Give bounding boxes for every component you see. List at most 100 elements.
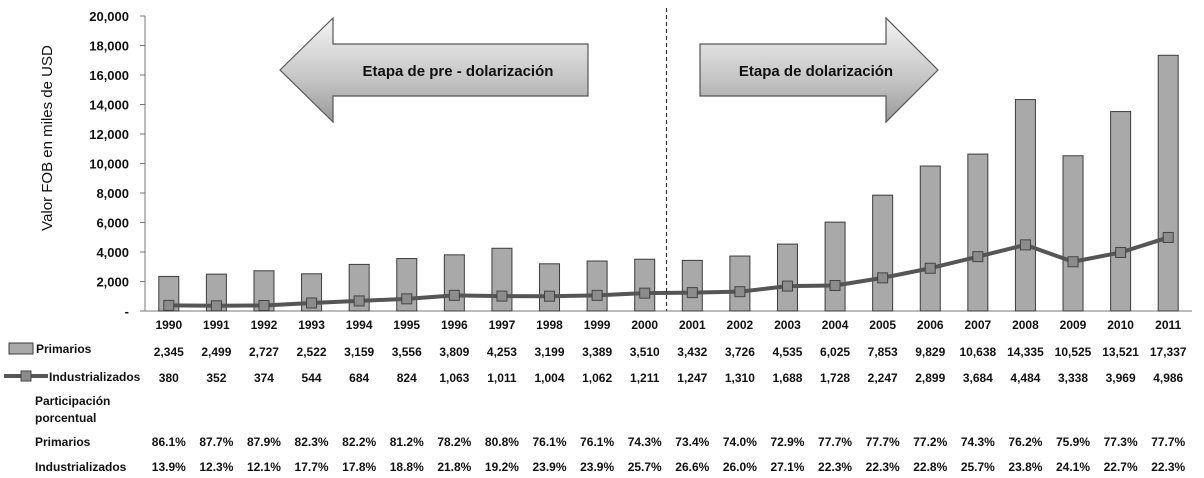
share-primarios: 87.7% — [199, 435, 233, 449]
marker-industrializados — [734, 286, 746, 298]
annotation-dol-label: Etapa de dolarización — [739, 63, 893, 80]
value-primarios: 2,522 — [297, 345, 327, 359]
share-industrializados: 18.8% — [390, 460, 424, 474]
share-industrializados: 24.1% — [1056, 460, 1090, 474]
share-primarios: 77.3% — [1104, 435, 1138, 449]
bars-primarios — [158, 54, 1179, 312]
bar-primarios — [681, 259, 703, 312]
share-primarios: 82.2% — [342, 435, 376, 449]
marker-industrializados — [1115, 246, 1127, 258]
value-industrializados: 544 — [302, 371, 322, 385]
bar-primarios — [443, 254, 465, 312]
data-row-industrializados: 380 352 374 544 684 824 1,063 1,011 1,004 1,062 1,… — [159, 371, 1184, 385]
value-industrializados: 380 — [159, 371, 179, 385]
value-primarios: 3,726 — [725, 345, 755, 359]
value-primarios: 3,199 — [535, 345, 565, 359]
share-primarios: 75.9% — [1056, 435, 1090, 449]
bar-primarios — [1110, 111, 1132, 312]
y-axis: - 2,000 4,000 6,000 8,000 10,000 12,000 14,000 1… — [39, 9, 146, 319]
share-industrializados: 22.3% — [1151, 460, 1185, 474]
marker-industrializados — [306, 297, 318, 309]
marker-industrializados — [496, 290, 508, 302]
value-industrializados: 684 — [349, 371, 369, 385]
value-primarios: 3,159 — [344, 345, 374, 359]
bar-primarios — [539, 263, 561, 312]
marker-industrializados — [1162, 231, 1174, 243]
share-industrializados: 22.8% — [913, 460, 947, 474]
x-tick-label: 1991 — [203, 318, 230, 332]
share-industrializados: 25.7% — [961, 460, 995, 474]
share-industrializados: 22.7% — [1104, 460, 1138, 474]
x-tick-label: 1998 — [536, 318, 563, 332]
x-tick-label: 1996 — [441, 318, 468, 332]
x-tick-label: 1990 — [155, 318, 182, 332]
share-primarios: 87.9% — [247, 435, 281, 449]
marker-industrializados — [353, 295, 365, 307]
value-industrializados: 1,247 — [677, 371, 707, 385]
marker-industrializados — [639, 287, 651, 299]
share-industrializados: 26.6% — [675, 460, 709, 474]
share-primarios: 78.2% — [437, 435, 471, 449]
marker-industrializados — [210, 300, 222, 312]
value-primarios: 4,535 — [772, 345, 802, 359]
annotation-pre-dolarizacion: Etapa de pre - dolarización — [279, 16, 589, 124]
marker-industrializados — [924, 262, 936, 274]
x-tick-label: 2001 — [679, 318, 706, 332]
arrow-right-shape — [699, 16, 939, 124]
y-tick-label: 4,000 — [96, 245, 129, 260]
data-row-primarios: 2,345 2,499 2,727 2,522 3,159 3,556 3,809 4,253… — [154, 345, 1187, 359]
value-industrializados: 1,310 — [725, 371, 755, 385]
value-industrializados: 374 — [254, 371, 274, 385]
share-primarios: 77.7% — [818, 435, 852, 449]
x-tick-label: 2008 — [1012, 318, 1039, 332]
share-heading-line2: porcentual — [35, 411, 96, 425]
value-primarios: 6,025 — [820, 345, 850, 359]
share-industrializados: 22.3% — [866, 460, 900, 474]
value-primarios: 2,727 — [249, 345, 279, 359]
share-primarios: 72.9% — [770, 435, 804, 449]
x-tick-label: 2011 — [1155, 318, 1181, 332]
value-primarios: 4,253 — [487, 345, 517, 359]
x-tick-label: 1994 — [346, 318, 373, 332]
bar-primarios — [1062, 155, 1084, 312]
value-primarios: 3,389 — [582, 345, 612, 359]
bar-primarios — [1157, 54, 1179, 312]
value-industrializados: 1,063 — [439, 371, 469, 385]
share-industrializados: 23.9% — [580, 460, 614, 474]
legend-marker-industrializados — [20, 370, 32, 382]
x-tick-label: 2006 — [917, 318, 944, 332]
value-industrializados: 1,062 — [582, 371, 612, 385]
bar-primarios — [776, 243, 798, 312]
line-industrializados — [163, 231, 1174, 312]
share-row-label-primarios: Primarios — [35, 435, 91, 449]
value-industrializados: 1,688 — [772, 371, 802, 385]
y-tick-label: 18,000 — [89, 39, 129, 54]
value-industrializados: 1,728 — [820, 371, 850, 385]
y-axis-title: Valor FOB en miles de USD — [39, 45, 56, 231]
x-tick-label: 2002 — [727, 318, 754, 332]
share-industrializados: 23.9% — [533, 460, 567, 474]
value-primarios: 14,335 — [1007, 345, 1044, 359]
share-primarios: 76.2% — [1008, 435, 1042, 449]
y-tick-label: - — [125, 304, 129, 319]
y-tick-label: 16,000 — [89, 68, 129, 83]
share-heading-line1: Participación — [35, 394, 110, 408]
x-tick-label: 1992 — [251, 318, 278, 332]
x-tick-label: 2009 — [1060, 318, 1087, 332]
share-industrializados: 19.2% — [485, 460, 519, 474]
x-tick-label: 1999 — [584, 318, 611, 332]
bar-primarios — [967, 153, 989, 312]
value-primarios: 17,337 — [1150, 345, 1187, 359]
x-tick-label: 1993 — [298, 318, 325, 332]
share-industrializados: 17.7% — [295, 460, 329, 474]
share-industrializados: 12.3% — [199, 460, 233, 474]
value-industrializados: 352 — [206, 371, 226, 385]
bar-primarios — [586, 260, 608, 312]
x-tick-label: 2010 — [1107, 318, 1134, 332]
bar-primarios — [1014, 99, 1036, 312]
y-tick-label: 20,000 — [89, 9, 129, 24]
marker-industrializados — [1067, 256, 1079, 268]
value-industrializados: 2,899 — [915, 371, 945, 385]
value-primarios: 9,829 — [915, 345, 945, 359]
